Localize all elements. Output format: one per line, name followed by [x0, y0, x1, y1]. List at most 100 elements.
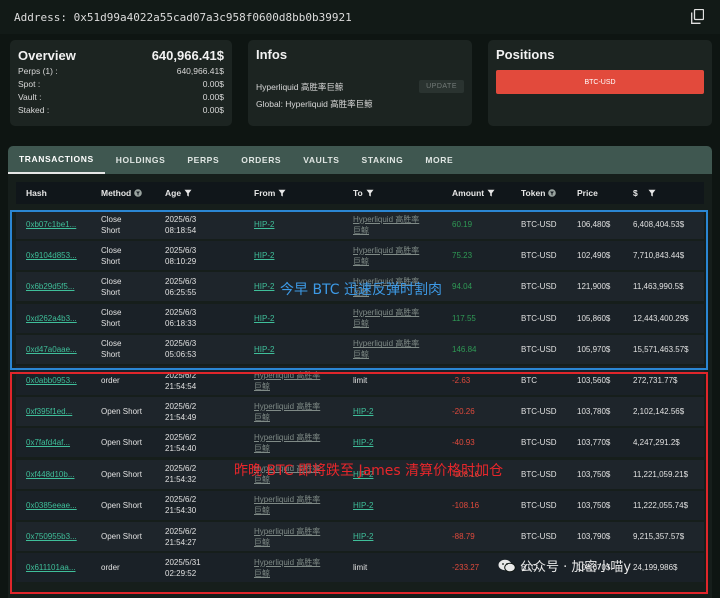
cell-from-line[interactable]: 巨鲸 [254, 381, 270, 391]
cell-hash-text[interactable]: 0x0385eeae... [26, 500, 77, 510]
filter-icon[interactable] [487, 189, 495, 197]
cell-to-line[interactable]: HIP-2 [353, 407, 374, 417]
cell-amount: -108.16 [452, 460, 479, 489]
infos-title: Infos [256, 47, 288, 62]
cell-from-line[interactable]: HIP-2 [254, 344, 275, 354]
tab-more[interactable]: MORE [425, 155, 454, 165]
cell-from-line[interactable]: 巨鲸 [254, 412, 270, 422]
cell-to: Hyperliquid 高胜率 巨鲸 [353, 304, 419, 333]
cell-to-line[interactable]: 巨鲸 [353, 287, 369, 297]
overview-row: Staked : 0.00$ [18, 105, 224, 115]
cell-from-line[interactable]: HIP-2 [254, 251, 275, 261]
cell-to-line[interactable]: Hyperliquid 高胜率 [353, 339, 420, 349]
tab-transactions[interactable]: TRANSACTIONS [8, 146, 105, 174]
cell-hash-text[interactable]: 0x9104d853... [26, 251, 77, 261]
cell-to-line[interactable]: HIP-2 [353, 438, 374, 448]
cell-from: Hyperliquid 高胜率 巨鲸 [254, 366, 320, 395]
cell-to-line[interactable]: HIP-2 [353, 469, 374, 479]
table-row[interactable]: 0x7fafd4af... Open Short 2025/6/2 21:54:40 H… [16, 428, 704, 458]
table-row[interactable]: 0x0abb0953... order 2025/6/2 21:54:54 Hyperl… [16, 366, 704, 395]
cell-amount: 94.04 [452, 272, 472, 301]
cell-to-line[interactable]: Hyperliquid 高胜率 [353, 245, 420, 255]
filter-icon[interactable] [184, 189, 192, 197]
cell-to-line[interactable]: Hyperliquid 高胜率 [353, 276, 420, 286]
cell-hash-text[interactable]: 0x0abb0953... [26, 376, 77, 385]
cell-from-line[interactable]: 巨鲸 [254, 568, 270, 578]
tab-vaults[interactable]: VAULTS [303, 155, 340, 165]
table-header: Hash Method Age From To Amount Token Pri… [16, 182, 704, 204]
table-row[interactable]: 0x6b29d5f5... Close Short 2025/6/3 06:25:55 H… [16, 272, 704, 302]
cell-from-line[interactable]: Hyperliquid 高胜率 [254, 495, 321, 505]
cell-hash-text[interactable]: 0x6b29d5f5... [26, 282, 75, 292]
filter-icon[interactable] [278, 189, 286, 197]
cell-from-line[interactable]: HIP-2 [254, 313, 275, 323]
cell-from-line[interactable]: Hyperliquid 高胜率 [254, 370, 321, 380]
cell-from-line[interactable]: Hyperliquid 高胜率 [254, 401, 321, 411]
table-row[interactable]: 0x611101aa... order 2025/5/31 02:29:52 Hyper… [16, 553, 704, 583]
filter-icon[interactable] [648, 189, 656, 197]
cell-from-line[interactable]: Hyperliquid 高胜率 [254, 557, 321, 567]
copy-icon[interactable] [691, 9, 704, 24]
tab-orders[interactable]: ORDERS [241, 155, 282, 165]
cell-age-line: 2025/6/3 [165, 214, 197, 224]
cell-from-line[interactable]: HIP-2 [254, 282, 275, 292]
table-row[interactable]: 0x750955b3... Open Short 2025/6/2 21:54:27 H… [16, 522, 704, 551]
cell-from: HIP-2 [254, 241, 274, 270]
cell-to-line[interactable]: HIP-2 [353, 532, 374, 541]
header-method: Method [101, 188, 143, 198]
filter-icon[interactable] [366, 189, 374, 197]
cell-from-line[interactable]: 巨鲸 [254, 506, 270, 516]
table-row[interactable]: 0xf448d10b... Open Short 2025/6/2 21:54:32 H… [16, 459, 704, 489]
cell-from-line[interactable]: HIP-2 [254, 220, 275, 229]
cell-from-line[interactable]: Hyperliquid 高胜率 [254, 464, 321, 474]
cell-from-line[interactable]: 巨鲸 [254, 443, 270, 453]
cell-to-line[interactable]: 巨鲸 [353, 225, 369, 235]
table-row[interactable]: 0xd262a4b3... Close Short 2025/6/3 06:18:33 H… [16, 303, 704, 333]
cell-from-line[interactable]: Hyperliquid 高胜率 [254, 432, 321, 442]
cell-from-line[interactable]: 巨鲸 [254, 475, 270, 485]
cell-hash-text[interactable]: 0xf395f1ed... [26, 407, 73, 417]
cell-amount-text: 94.04 [452, 282, 473, 292]
cell-hash-text[interactable]: 0xb07c1be1... [26, 220, 77, 229]
cell-hash-text[interactable]: 0xf448d10b... [26, 469, 75, 479]
cell-hash-text[interactable]: 0x7fafd4af... [26, 438, 71, 448]
overview-row-value: 0.00$ [202, 79, 224, 89]
table-row[interactable]: 0xd47a0aae... Close Short 2025/6/3 05:06:53 H… [16, 334, 704, 364]
cell-to-line[interactable]: 巨鲸 [353, 319, 369, 329]
cell-age-line: 2025/6/2 [165, 370, 197, 380]
cell-age-line: 02:29:52 [165, 568, 197, 578]
table-row[interactable]: 0xb07c1be1... Close Short 2025/6/3 08:18:54 H… [16, 210, 704, 239]
table-row[interactable]: 0x0385eeae... Open Short 2025/6/2 21:54:30 H… [16, 490, 704, 520]
tab-holdings[interactable]: HOLDINGS [115, 155, 166, 165]
overview-row: Perps (1) : 640,966.41$ [18, 66, 224, 76]
cell-from-line[interactable]: 巨鲸 [254, 537, 270, 547]
tab-staking[interactable]: STAKING [361, 155, 404, 165]
table-row[interactable]: 0x9104d853... Close Short 2025/6/3 08:10:29 H… [16, 241, 704, 271]
position-button-btc-usd[interactable]: BTC-USD [496, 70, 704, 94]
cell-amount-text: -20.26 [452, 407, 475, 417]
cell-hash-text[interactable]: 0xd262a4b3... [26, 313, 77, 323]
cell-method: Open Short [101, 428, 142, 457]
cell-hash-text[interactable]: 0x750955b3... [26, 532, 77, 541]
cell-usd: 6,408,404.53$ [633, 210, 684, 239]
cell-to-line[interactable]: 巨鲸 [353, 350, 369, 360]
cell-hash-text[interactable]: 0x611101aa... [26, 563, 76, 573]
filter-icon[interactable] [548, 189, 557, 197]
cell-to-line[interactable]: 巨鲸 [353, 256, 369, 266]
cell-to: limit [353, 553, 367, 582]
cell-hash-text[interactable]: 0xd47a0aae... [26, 344, 77, 354]
table-row[interactable]: 0xf395f1ed... Open Short 2025/6/2 21:54:49 H… [16, 397, 704, 427]
update-button[interactable]: UPDATE [419, 80, 464, 93]
tab-bar: TRANSACTIONS HOLDINGS PERPS ORDERS VAULT… [8, 146, 712, 174]
tab-perps[interactable]: PERPS [187, 155, 220, 165]
cell-from: Hyperliquid 高胜率 巨鲸 [254, 460, 320, 489]
cell-to-line[interactable]: HIP-2 [353, 500, 374, 510]
filter-icon[interactable] [134, 189, 143, 197]
cell-method-line: Close [101, 214, 122, 224]
cell-to-line[interactable]: Hyperliquid 高胜率 [353, 308, 420, 318]
cell-age-line: 06:18:33 [165, 319, 197, 329]
cell-from-line[interactable]: Hyperliquid 高胜率 [254, 526, 321, 536]
address-value: 0x51d99a4022a55cad07a3c958f0600d8bb0b399… [73, 10, 352, 24]
cell-to-line[interactable]: Hyperliquid 高胜率 [353, 214, 420, 224]
header-usd: $ [633, 188, 656, 198]
